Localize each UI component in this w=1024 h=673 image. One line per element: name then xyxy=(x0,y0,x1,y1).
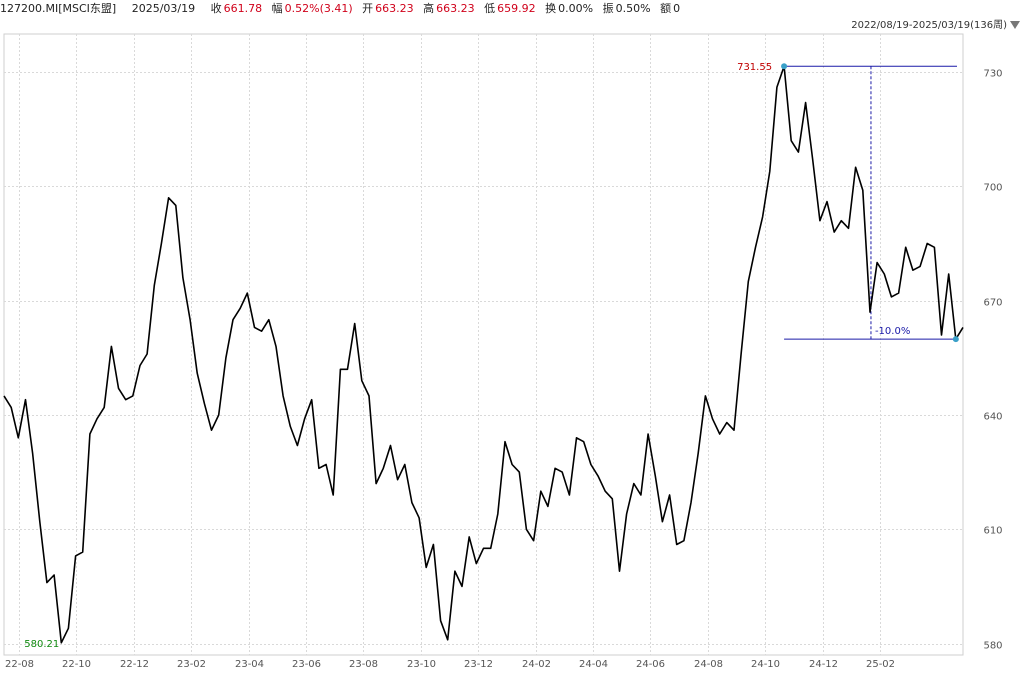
x-tick-label: 23-10 xyxy=(407,659,436,670)
x-tick-label: 24-08 xyxy=(694,659,723,670)
y-tick-label: 670 xyxy=(983,298,1002,309)
axes: 580 610 640 670 700 730 22-08 22-10 22-12 23-02 23… xyxy=(5,69,1003,671)
y-tick-label: 700 xyxy=(983,183,1002,194)
low-value: 659.92 xyxy=(497,2,536,15)
high-label: 高 xyxy=(423,2,435,15)
x-tick-label: 23-06 xyxy=(292,659,321,670)
x-tick-label: 22-12 xyxy=(120,659,149,670)
y-tick-label: 730 xyxy=(983,69,1002,80)
turnover-value: 0.00% xyxy=(558,2,594,15)
low-label: 低 xyxy=(484,2,496,15)
high-value: 663.23 xyxy=(436,2,475,15)
period-range-label: 2022/08/19-2025/03/19(136周) xyxy=(851,20,1007,31)
y-tick-label: 580 xyxy=(983,641,1002,652)
period-selector[interactable]: 2022/08/19-2025/03/19(136周) xyxy=(851,18,1020,34)
amplitude-value: 0.50% xyxy=(615,2,651,15)
annotations xyxy=(784,65,957,340)
labels: 731.55 580.21 -10.0% xyxy=(24,62,910,650)
drawdown-low-marker xyxy=(952,336,959,343)
x-tick-label: 24-06 xyxy=(636,659,665,670)
quote-date: 2025/03/19 xyxy=(131,2,196,15)
close-label: 收 xyxy=(210,2,222,15)
amount-value: 0 xyxy=(673,2,681,15)
x-tick-label: 25-02 xyxy=(866,659,895,670)
change-label: 幅 xyxy=(271,2,283,15)
y-tick-label: 610 xyxy=(983,526,1002,537)
open-value: 663.23 xyxy=(375,2,414,15)
max-value-label: 731.55 xyxy=(737,62,772,73)
turnover-label: 换 xyxy=(545,2,557,15)
x-tick-label: 23-04 xyxy=(235,659,264,670)
x-tick-label: 22-10 xyxy=(62,659,91,670)
open-label: 开 xyxy=(362,2,374,15)
grid xyxy=(3,33,964,656)
drawdown-percent-label: -10.0% xyxy=(875,326,910,337)
x-tick-label: 23-02 xyxy=(177,659,206,670)
x-tick-label: 24-10 xyxy=(751,659,780,670)
plot-frame xyxy=(3,33,964,656)
quote-header: 127200.MI[MSCI东盟] 2025/03/19 收 661.78 幅 0.… xyxy=(0,0,1024,18)
x-tick-label: 22-08 xyxy=(5,659,34,670)
x-tick-label: 23-12 xyxy=(464,659,493,670)
x-tick-label: 23-08 xyxy=(349,659,378,670)
x-tick-label: 24-04 xyxy=(579,659,608,670)
change-value: 0.52%(3.41) xyxy=(284,2,353,15)
close-value: 661.78 xyxy=(223,2,263,15)
amount-label: 额 xyxy=(660,2,672,15)
max-point-marker xyxy=(781,63,788,70)
series-line xyxy=(3,65,964,644)
x-tick-label: 24-02 xyxy=(522,659,551,670)
min-value-label: 580.21 xyxy=(24,639,59,650)
y-tick-label: 640 xyxy=(983,412,1002,423)
triangle-down-icon[interactable] xyxy=(1010,21,1020,29)
series-layer xyxy=(3,63,964,644)
amplitude-label: 振 xyxy=(602,2,614,15)
index-code: 127200.MI[MSCI东盟] xyxy=(0,2,117,15)
x-tick-label: 24-12 xyxy=(809,659,838,670)
